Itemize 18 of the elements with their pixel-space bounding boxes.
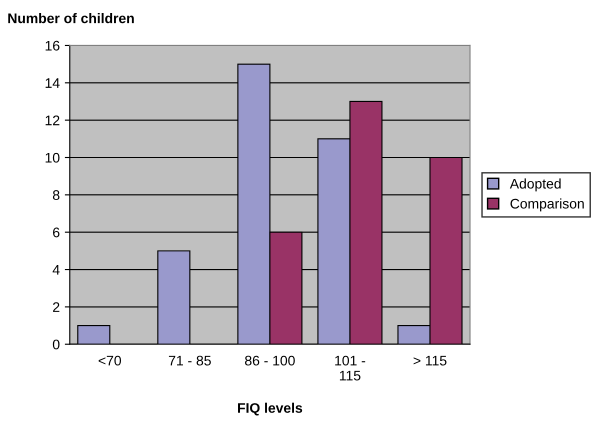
x-axis-title: FIQ levels [238, 402, 302, 416]
y-tick-label: 14 [46, 78, 60, 88]
x-tick-label: 86 - 100 [245, 356, 295, 366]
y-tick-label: 8 [52, 190, 60, 200]
x-tick-label: 71 - 85 [168, 356, 211, 366]
y-axis-title: Number of children [8, 13, 134, 24]
y-tick-label: 2 [53, 302, 60, 312]
x-tick-label: 101 - 115 [335, 356, 366, 381]
y-tick-label: 6 [53, 228, 60, 238]
y-tick-label: 16 [46, 40, 60, 51]
x-tick-label: > 115 [414, 356, 446, 366]
legend-label: Adopted [510, 178, 561, 192]
y-tick-label: 12 [46, 115, 60, 126]
y-tick-label: 10 [46, 152, 60, 163]
y-tick-label: 4 [52, 265, 60, 275]
x-tick-label: <70 [98, 356, 122, 366]
legend-label: Comparison [510, 198, 584, 212]
y-tick-label: 0 [52, 340, 60, 350]
